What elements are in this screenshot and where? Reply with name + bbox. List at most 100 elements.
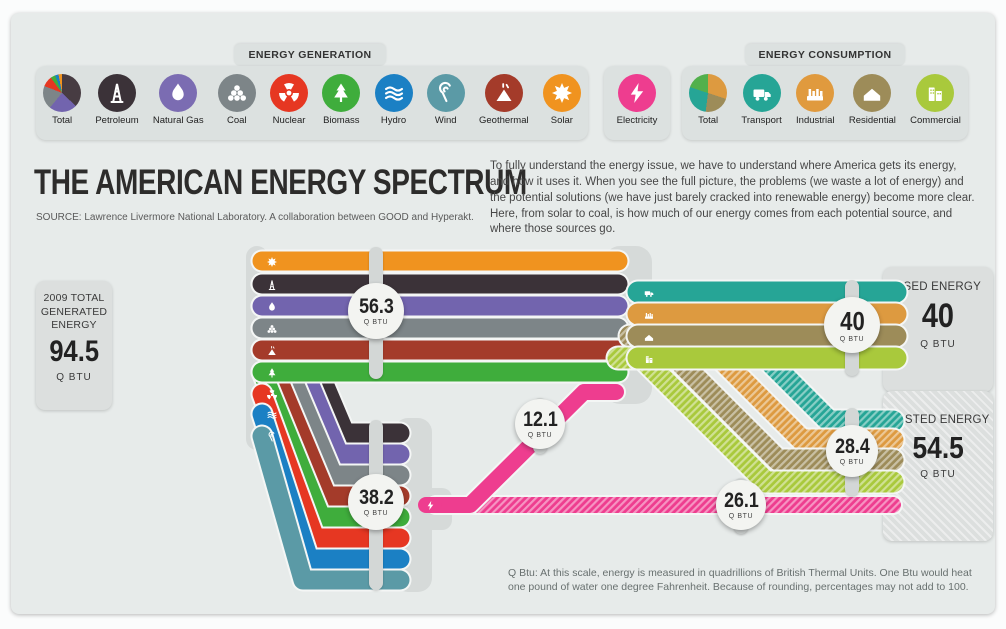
icon-label: Petroleum xyxy=(95,115,139,126)
consumption-item-total: Total xyxy=(689,74,728,126)
sun-icon xyxy=(542,74,581,112)
volcano-icon xyxy=(496,83,512,101)
consumption-item-residential: Residential xyxy=(849,74,896,126)
generation-item-biomass: Biomass xyxy=(322,74,361,126)
truck-icon xyxy=(753,89,771,101)
pie-chart-icon xyxy=(43,74,82,112)
used-energy-unit: Q BTU xyxy=(920,338,956,350)
icon-label: Electricity xyxy=(616,115,658,126)
icon-label: Biomass xyxy=(323,115,360,126)
used-energy-value: 40 xyxy=(921,296,955,335)
badge-unit: Q BTU xyxy=(839,459,865,466)
wasted-energy-unit: Q BTU xyxy=(920,468,956,480)
bolt-icon xyxy=(618,74,656,112)
energy-generation-tab: ENERGY GENERATION xyxy=(234,44,386,66)
buildings-icon xyxy=(916,74,955,112)
consumption-item-transport: Transport xyxy=(741,74,782,126)
intro-paragraph: To fully understand the energy issue, we… xyxy=(490,160,975,236)
wasted-energy-block: WASTED ENERGY 54.5 Q BTU xyxy=(883,391,993,541)
generation-item-petroleum: Petroleum xyxy=(95,74,139,126)
tree-icon xyxy=(322,74,361,112)
generation-item-nuclear: Nuclear xyxy=(270,74,309,126)
used-energy-block: USED ENERGY 40 Q BTU xyxy=(883,267,993,392)
factory-icon xyxy=(807,89,824,101)
waves-icon xyxy=(374,74,413,112)
energy-generation-panel: Total Petroleum Natural Gas Coal Nuclear… xyxy=(36,66,588,140)
generation-item-geothermal: Geothermal xyxy=(479,74,529,126)
energy-consumption-tab: ENERGY CONSUMPTION xyxy=(745,44,905,66)
derrick-icon xyxy=(110,83,124,103)
radiation-icon xyxy=(270,74,309,112)
generation-item-solar: Solar xyxy=(542,74,581,126)
electricity-bolt-node xyxy=(418,497,442,513)
badge-value: 40 xyxy=(839,305,865,336)
badge-value: 28.4 xyxy=(834,435,870,458)
consumption-junction-connector xyxy=(604,246,652,404)
icon-label: Hydro xyxy=(380,115,407,126)
generation-item-hydro: Hydro xyxy=(374,74,413,126)
sources-connector xyxy=(246,246,268,450)
badge-electricity-wasted: 26.1 Q BTU xyxy=(716,480,766,530)
icon-label: Total xyxy=(698,115,719,126)
electricity-panel: Electricity xyxy=(604,66,670,140)
generated-energy-unit: Q BTU xyxy=(56,371,92,383)
badge-value: 56.3 xyxy=(358,295,394,318)
house-icon xyxy=(864,88,881,101)
tree-icon xyxy=(334,83,349,102)
icon-label: Solar xyxy=(550,115,573,126)
bolt-icon xyxy=(630,83,644,103)
icon-label: Nuclear xyxy=(272,115,306,126)
badge-value: 38.2 xyxy=(358,486,394,509)
house-icon xyxy=(853,74,892,112)
used-energy-label: USED ENERGY xyxy=(895,281,981,293)
flame-icon xyxy=(172,83,184,101)
badge-to-electricity: 38.2 Q BTU xyxy=(348,474,404,530)
swirl-icon xyxy=(426,74,465,112)
generated-energy-block: 2009 TOTAL GENERATED ENERGY 94.5 Q BTU xyxy=(36,281,112,410)
badge-unit: Q BTU xyxy=(363,510,389,517)
pie-chart-icon xyxy=(689,74,728,112)
factory-icon xyxy=(796,74,835,112)
electricity-item-electricity: Electricity xyxy=(616,74,658,126)
bolt-icon xyxy=(427,500,433,510)
icon-label: Geothermal xyxy=(478,115,529,126)
badge-unit: Q BTU xyxy=(728,513,754,520)
wasted-energy-value: 54.5 xyxy=(912,429,964,465)
buildings-icon xyxy=(929,87,943,101)
sun-icon xyxy=(551,83,572,103)
flame-icon xyxy=(159,74,198,112)
badge-unit: Q BTU xyxy=(527,432,553,439)
badge-electricity-used: 12.1 Q BTU xyxy=(515,399,565,449)
page-title: THE AMERICAN ENERGY SPECTRUM xyxy=(34,163,527,202)
coal-icon xyxy=(217,74,256,112)
badge-unit: Q BTU xyxy=(839,335,865,343)
icon-label: Total xyxy=(52,115,73,126)
icon-label: Residential xyxy=(848,115,896,126)
generation-item-coal: Coal xyxy=(217,74,256,126)
icon-label: Transport xyxy=(741,115,782,126)
badge-value: 12.1 xyxy=(522,408,558,431)
energy-consumption-panel: Total Transport Industrial Residential C… xyxy=(682,66,968,140)
truck-icon xyxy=(742,74,781,112)
radiation-icon xyxy=(279,83,299,102)
swirl-icon xyxy=(438,81,451,103)
icon-label: Commercial xyxy=(910,115,961,126)
generated-energy-label: 2009 TOTAL GENERATED ENERGY xyxy=(40,292,108,332)
icon-label: Wind xyxy=(434,115,457,126)
badge-value: 26.1 xyxy=(723,489,759,512)
generation-item-wind: Wind xyxy=(426,74,465,126)
footnote: Q Btu: At this scale, energy is measured… xyxy=(508,567,972,594)
generation-item-total: Total xyxy=(43,74,82,126)
wasted-energy-label: WASTED ENERGY xyxy=(886,414,990,426)
coal-icon xyxy=(227,85,246,101)
badge-unit: Q BTU xyxy=(363,319,389,326)
icon-label: Industrial xyxy=(796,115,835,126)
badge-consumption-wasted: 28.4 Q BTU xyxy=(826,425,878,477)
derrick-icon xyxy=(98,74,136,112)
consumption-item-industrial: Industrial xyxy=(796,74,835,126)
waves-icon xyxy=(384,86,403,101)
badge-direct-use: 56.3 Q BTU xyxy=(348,283,404,339)
icon-label: Natural Gas xyxy=(152,115,204,126)
badge-consumption-used: 40 Q BTU xyxy=(824,297,880,353)
volcano-icon xyxy=(484,74,523,112)
